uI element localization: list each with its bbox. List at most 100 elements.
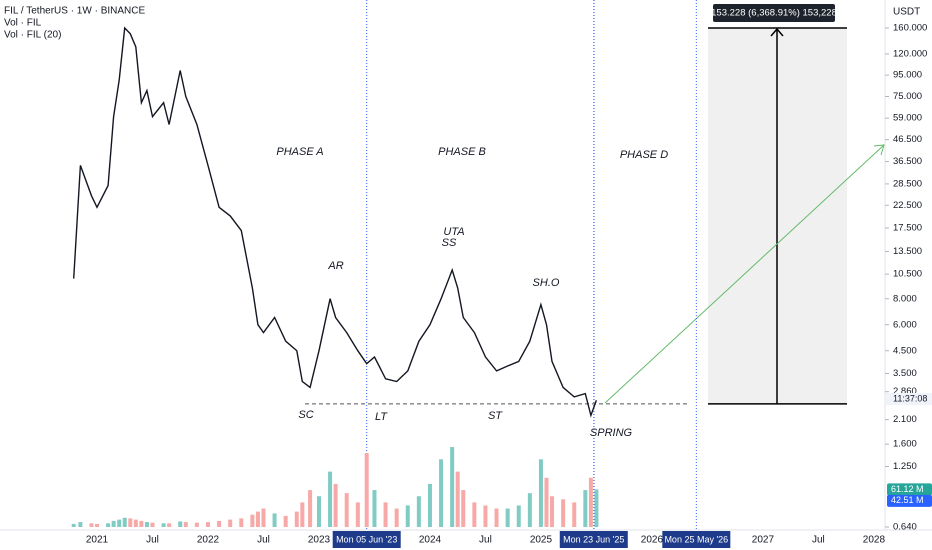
volume-bar [178,521,183,527]
volume-bar [139,520,144,527]
volume-bar [78,522,83,527]
y-tick-label: 59.000 [893,113,922,124]
volume-badge-bg [887,494,932,507]
volume-bar [355,502,360,527]
volume-bar [250,514,255,527]
phase-annotation: SPRING [590,427,633,439]
phase-annotation: PHASE D [620,149,668,161]
projection-head [873,144,885,156]
x-tick-label: Jul [812,535,825,546]
y-tick-label: 1.250 [893,461,917,472]
volume-badge: 42.51 M [891,495,924,505]
volume-bar [455,471,460,527]
countdown-bg [886,393,932,405]
y-tick-label: 3.500 [893,368,917,379]
y-tick-label: 4.500 [893,345,917,356]
volume-bar [527,493,532,527]
volume-bar [405,505,410,527]
volume-bar [133,519,138,527]
x-tick-label: Jul [146,535,159,546]
price-line [73,26,598,418]
volume-bar [333,483,338,527]
volume-bar [472,502,477,527]
date-marker-bg [332,531,401,548]
volume-bar [122,517,127,527]
y-tick-label: 46.500 [893,134,922,145]
countdown: 11:37:08 [893,393,927,403]
chart-title: FIL / TetherUS · 1W · BINANCE [4,6,145,17]
x-tick-label: 2024 [419,535,442,546]
y-tick-label: 95.000 [893,70,922,81]
volume-bar [588,477,593,527]
volume-bar [483,505,488,527]
volume-bar [117,519,122,527]
x-tick-label: Jul [479,535,492,546]
volume-bar [364,453,369,527]
measure-label-bg [713,4,835,22]
date-marker-label: Mon 25 May '26 [664,534,728,544]
volume-bar [106,523,111,527]
volume-bar [167,523,172,527]
currency-label[interactable]: USDT [893,7,920,18]
y-tick-label: 22.500 [893,200,922,211]
x-tick-label: 2022 [197,535,220,546]
volume-bar [494,508,499,527]
volume-bar [161,523,166,527]
volume-bar [261,508,266,527]
volume-bar [144,522,149,527]
phase-annotation: LT [375,411,388,423]
date-marker-label: Mon 23 Jun '25 [563,534,624,544]
y-tick-label: 160.000 [893,23,927,34]
x-tick-label: 2023 [308,535,331,546]
volume-bar [128,518,133,527]
date-marker-label: Mon 05 Jun '23 [336,534,397,544]
volume-bar [71,523,76,527]
phase-annotation: PHASE A [276,146,323,158]
volume-bar [583,490,588,527]
volume-bar [561,499,566,527]
y-tick-label: 36.500 [893,156,922,167]
x-tick-label: 2025 [530,535,553,546]
volume-bar [89,523,94,527]
volume-bar [416,496,421,527]
measure-arrow-head [770,27,784,37]
volume-bar [328,471,333,527]
volume-bar [550,496,555,527]
x-tick-label: 2026 [641,535,664,546]
volume-bar [294,511,299,527]
volume-bar [183,522,188,527]
phase-annotation: SC [298,409,313,421]
x-tick-label: Jul [257,535,270,546]
x-tick-label: 2027 [752,535,775,546]
volume-bar [544,477,549,527]
volume-bar [194,522,199,527]
phase-annotation: AR [327,260,343,272]
volume-badge: 61.12 M [891,484,924,494]
measure-label: 153.228 (6,368.91%) 153,228 [711,8,837,19]
volume-bar [95,523,100,527]
volume-bar [111,520,116,527]
y-tick-label: 1.600 [893,439,917,450]
projection-arrow [604,144,885,404]
volume-bar [594,489,599,527]
volume-bar [516,505,521,527]
x-tick-label: 2021 [86,535,109,546]
volume-bar [394,508,399,527]
y-tick-label: 13.500 [893,246,922,257]
volume-bar [308,490,313,527]
volume-bar [505,508,510,527]
volume-bar [450,447,455,527]
volume-bar [300,502,305,527]
phase-annotation: UTA [443,226,464,238]
phase-annotation: ST [488,410,503,422]
date-marker-bg [662,531,731,548]
date-marker-bg [559,531,628,548]
phase-annotation: SH.O [533,277,560,289]
y-tick-label: 2.860 [893,386,917,397]
x-tick-label: 2028 [863,535,886,546]
phase-annotation: PHASE B [438,146,486,158]
y-tick-label: 10.500 [893,269,922,280]
y-tick-label: 28.500 [893,178,922,189]
y-tick-label: 120.000 [893,49,927,60]
